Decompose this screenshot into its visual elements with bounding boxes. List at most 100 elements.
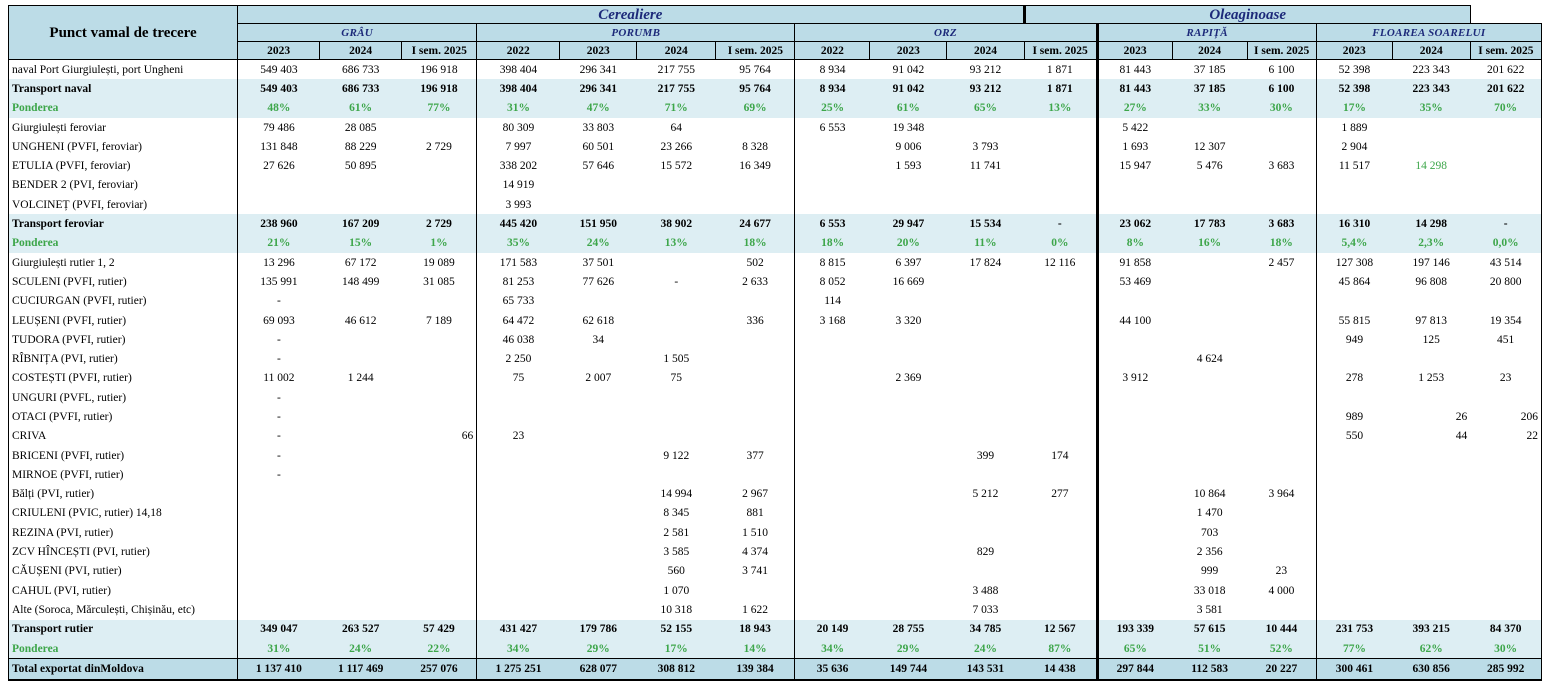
table-cell: 50 895 <box>344 160 377 173</box>
table-cell <box>1315 581 1393 601</box>
table-cell: 96 808 <box>1415 275 1448 288</box>
table-cell <box>560 581 637 600</box>
table-cell: 3 964 <box>1268 488 1295 501</box>
table-cell: 10 864 <box>1193 488 1226 501</box>
table-cell: 297 844 <box>1095 658 1173 681</box>
year-header: I sem. 2025 <box>1246 41 1317 60</box>
table-cell <box>1392 485 1470 504</box>
table-cell <box>1470 503 1543 524</box>
table-cell <box>716 388 795 407</box>
table-cell: 300 461 <box>1315 658 1393 681</box>
table-cell <box>1470 117 1543 138</box>
table-cell <box>1470 600 1543 620</box>
table-cell <box>560 407 637 426</box>
table-cell <box>947 523 1024 542</box>
table-cell <box>1315 542 1393 562</box>
table-cell <box>1095 291 1173 311</box>
table-cell: 65% <box>973 102 997 115</box>
year-header: 2022 <box>476 41 560 60</box>
table-cell: 12 116 <box>1044 256 1076 269</box>
table-cell: - <box>237 445 320 466</box>
table-cell: 148 499 <box>341 275 380 288</box>
table-cell <box>1392 349 1470 368</box>
table-cell <box>1470 542 1543 562</box>
table-cell: 15 534 <box>969 218 1002 231</box>
year-header: 2024 <box>319 41 402 60</box>
table-row: Ponderea 31% 24% 22% 34% 29% 17% 14% 34% 29% 24% 87… <box>7 638 1543 659</box>
table-cell <box>1247 330 1316 349</box>
table-cell: 8% <box>1095 233 1173 253</box>
table-cell <box>794 581 870 601</box>
table-cell <box>1024 465 1097 484</box>
table-cell: 35 636 <box>794 658 870 681</box>
table-cell: 2 356 <box>1196 546 1223 559</box>
table-cell <box>476 542 560 562</box>
table-cell: 1 593 <box>895 160 922 173</box>
table-cell: 1 693 <box>1095 137 1173 157</box>
table-cell: 81 443 <box>1095 59 1173 80</box>
table-cell: 1 889 <box>1315 117 1393 138</box>
table-cell: 393 215 <box>1412 623 1450 636</box>
table-cell <box>402 446 477 465</box>
table-cell <box>320 407 402 426</box>
table-cell <box>402 292 477 311</box>
table-cell <box>794 523 870 543</box>
table-cell <box>1315 600 1393 620</box>
table-cell: 338 202 <box>476 156 560 176</box>
table-cell <box>476 484 560 504</box>
table-cell: 24 677 <box>739 218 771 231</box>
table-row: BRICENI (PVFI, rutier) - 9 122 377 399 174 <box>7 445 1543 466</box>
table-cell <box>1247 504 1316 523</box>
table-cell: 70% <box>1470 98 1543 118</box>
row-label: CĂUȘENI (PVI, rutier) <box>7 561 238 582</box>
year-header: I sem. 2025 <box>715 41 795 60</box>
table-cell: 52% <box>1269 642 1293 655</box>
table-cell: 30% <box>1269 102 1293 115</box>
table-cell: 0,0% <box>1470 233 1543 253</box>
table-cell <box>794 175 870 196</box>
table-cell: 34 785 <box>969 623 1002 636</box>
table-cell: 1 137 410 <box>237 658 320 681</box>
table-cell <box>1470 445 1543 466</box>
table-cell: 93 212 <box>969 82 1002 95</box>
table-cell: 151 950 <box>579 218 617 231</box>
table-cell: 19 089 <box>423 256 455 269</box>
table-cell: 238 960 <box>237 214 320 234</box>
table-cell: 17% <box>664 642 688 655</box>
table-cell: 75 <box>476 368 560 389</box>
table-cell: 5 422 <box>1095 117 1173 138</box>
row-label: CRIULENI (PVIC, rutier) 14,18 <box>7 503 238 524</box>
table-cell: 30% <box>1470 638 1543 659</box>
table-cell: 18% <box>1269 237 1293 250</box>
table-cell: - <box>237 465 320 485</box>
table-cell: 15 572 <box>660 160 693 173</box>
table-cell <box>1470 581 1543 601</box>
table-cell <box>476 388 560 408</box>
table-cell <box>402 465 477 484</box>
year-header: 2023 <box>1315 41 1393 60</box>
year-header: I sem. 2025 <box>1023 41 1098 60</box>
table-row: ETULIA (PVFI, feroviar) 27 626 50 895 338 2… <box>7 156 1543 176</box>
table-cell <box>716 330 795 349</box>
table-cell <box>1470 484 1543 504</box>
table-cell: 179 786 <box>579 623 617 636</box>
table-cell: 43 514 <box>1470 252 1543 273</box>
table-cell: 277 <box>1051 488 1069 501</box>
table-cell <box>1315 503 1393 524</box>
row-label: Alte (Soroca, Mărculești, Chișinău, etc) <box>7 600 238 620</box>
table-cell: 87% <box>1048 642 1072 655</box>
table-cell <box>476 465 560 485</box>
table-cell <box>794 349 870 369</box>
table-cell: 14 298 <box>1415 218 1448 231</box>
table-cell <box>1470 349 1543 369</box>
table-cell: 13% <box>1048 102 1072 115</box>
table-row: Transport rutier 349 047 263 527 57 429 431 … <box>7 619 1543 639</box>
table-cell: 77 626 <box>582 275 615 288</box>
table-cell: 3 793 <box>972 140 999 153</box>
row-label: UNGHENI (PVFI, feroviar) <box>7 137 238 157</box>
table-cell <box>1392 118 1470 137</box>
table-cell <box>1247 118 1316 137</box>
table-cell: 336 <box>746 314 764 327</box>
table-cell <box>1392 542 1470 561</box>
table-cell: 95 764 <box>739 82 771 95</box>
